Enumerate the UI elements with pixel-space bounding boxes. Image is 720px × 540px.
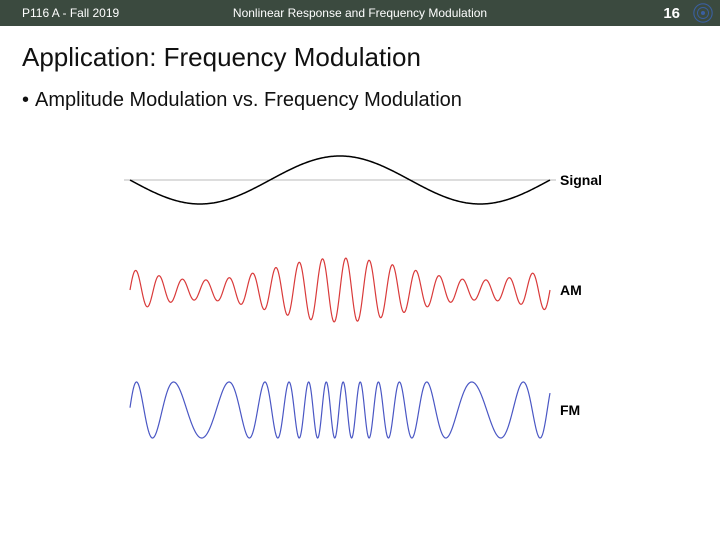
am-label: AM [560, 282, 582, 298]
fm-label: FM [560, 402, 580, 418]
seal-icon [692, 2, 714, 24]
modulation-figure: Signal AM FM [100, 130, 620, 470]
bullet-text: Amplitude Modulation vs. Frequency Modul… [35, 89, 462, 111]
page-number: 16 [663, 5, 680, 22]
slide-title: Application: Frequency Modulation [22, 42, 698, 73]
figure-area: Signal AM FM [0, 112, 720, 470]
fm-wave [130, 382, 550, 438]
am-wave [130, 258, 550, 322]
header-topic: Nonlinear Response and Frequency Modulat… [233, 6, 487, 20]
title-area: Application: Frequency Modulation [0, 26, 720, 79]
slide-header: P116 A - Fall 2019 Nonlinear Response an… [0, 0, 720, 26]
bullet-area: • Amplitude Modulation vs. Frequency Modu… [0, 79, 720, 112]
signal-label: Signal [560, 172, 602, 188]
bullet-line: • Amplitude Modulation vs. Frequency Modu… [22, 89, 698, 112]
course-code: P116 A - Fall 2019 [0, 6, 119, 20]
bullet-marker: • [22, 89, 29, 111]
